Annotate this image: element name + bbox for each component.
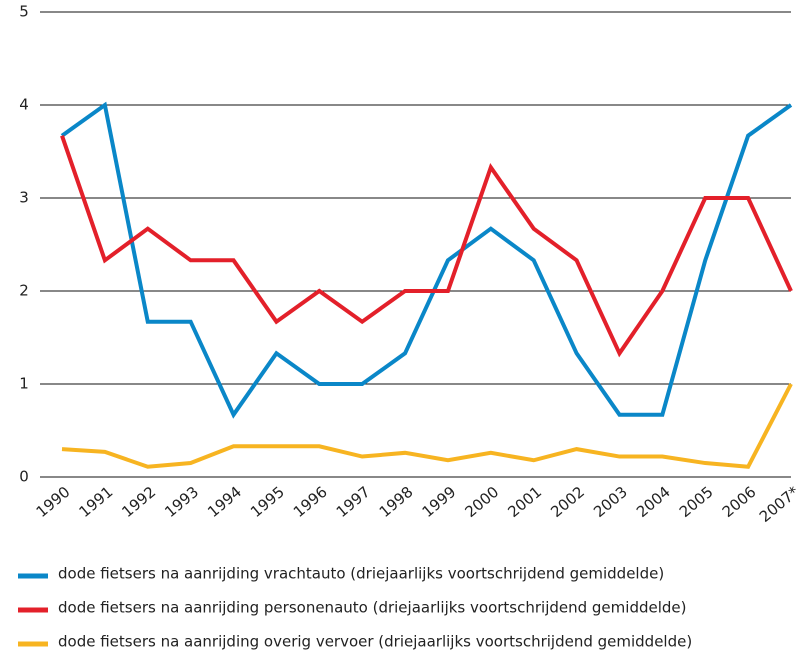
x-tick-label: 2007* (756, 482, 803, 525)
x-tick-label: 2000 (461, 483, 502, 521)
x-tick-label: 1994 (204, 483, 245, 521)
x-tick-label: 1995 (247, 483, 288, 521)
y-tick-label: 5 (19, 3, 29, 21)
x-tick-label: 1992 (118, 483, 159, 521)
y-tick-label: 1 (19, 375, 29, 393)
y-tick-label: 3 (19, 189, 29, 207)
x-tick-label: 1997 (333, 483, 374, 521)
series-line (60, 101, 793, 419)
series-line (60, 135, 793, 358)
x-tick-label: 1991 (76, 483, 117, 521)
x-tick-label: 1999 (419, 483, 460, 521)
series-line (61, 383, 793, 469)
y-tick-label: 4 (19, 96, 29, 114)
x-tick-label: 1993 (161, 483, 202, 521)
x-tick-label: 2005 (676, 483, 717, 521)
legend-label: dode fietsers na aanrijding overig vervo… (58, 633, 692, 651)
x-tick-label: 1998 (376, 483, 417, 521)
x-tick-label: 1996 (290, 483, 331, 521)
legend-label: dode fietsers na aanrijding vrachtauto (… (58, 565, 664, 583)
x-tick-label: 1990 (33, 483, 74, 521)
x-tick-label: 2003 (590, 483, 631, 521)
y-tick-label: 2 (19, 282, 29, 300)
x-tick-label: 2004 (633, 483, 674, 521)
y-tick-label: 0 (19, 468, 29, 486)
x-tick-label: 2001 (504, 483, 545, 521)
legend-label: dode fietsers na aanrijding personenauto… (58, 599, 686, 617)
x-tick-label: 2006 (719, 483, 760, 521)
x-tick-label: 2002 (547, 483, 588, 521)
